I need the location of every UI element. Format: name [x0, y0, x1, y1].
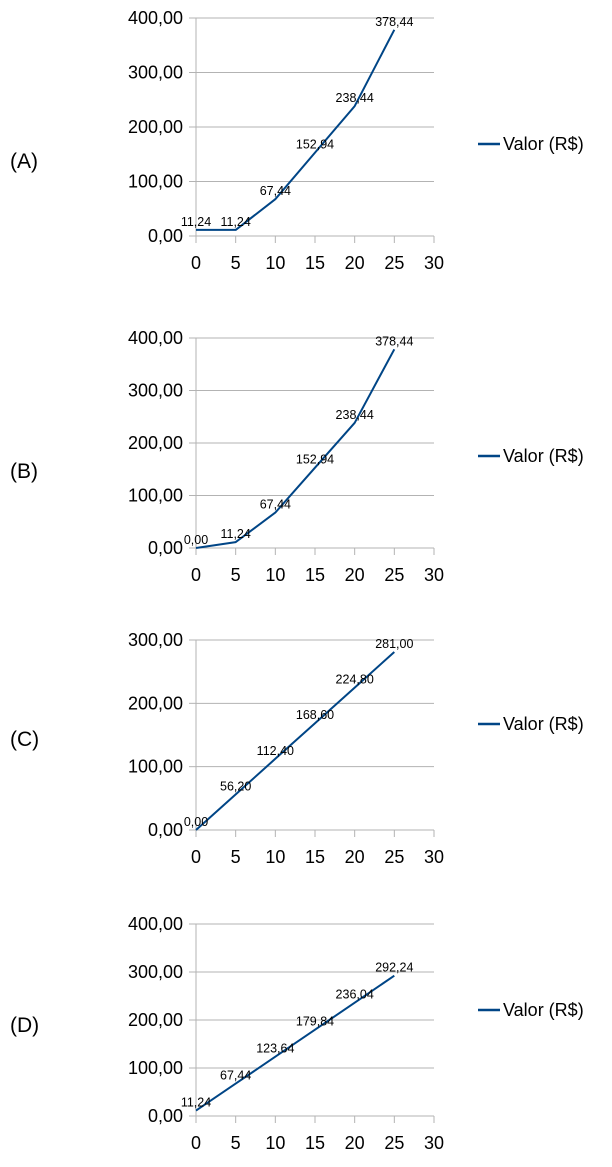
y-tick-label: 400,00: [128, 328, 183, 348]
series-line: [196, 29, 396, 231]
y-tick-label: 100,00: [128, 757, 183, 777]
x-tick-label: 30: [424, 253, 444, 273]
y-tick-label: 0,00: [148, 820, 183, 840]
y-tick-label: 100,00: [128, 486, 183, 506]
data-label: 224,80: [336, 673, 374, 687]
data-label: 236,04: [336, 988, 374, 1002]
x-tick-label: 30: [424, 1133, 444, 1153]
x-tick-label: 0: [191, 847, 201, 867]
data-label: 0,00: [184, 533, 208, 547]
x-tick-label: 0: [191, 253, 201, 273]
x-tick-label: 10: [265, 253, 285, 273]
y-tick-label: 200,00: [128, 117, 183, 137]
y-tick-label: 300,00: [128, 962, 183, 982]
y-tick-label: 400,00: [128, 8, 183, 28]
x-tick-label: 30: [424, 847, 444, 867]
option-label: (B): [10, 460, 38, 483]
x-tick-label: 20: [345, 253, 365, 273]
x-tick-label: 5: [231, 847, 241, 867]
data-label: 179,84: [296, 1015, 334, 1029]
x-tick-label: 30: [424, 565, 444, 585]
x-tick-label: 20: [345, 565, 365, 585]
data-label: 152,94: [296, 138, 334, 152]
x-tick-label: 15: [305, 1133, 325, 1153]
x-tick-label: 15: [305, 565, 325, 585]
data-label: 292,24: [375, 961, 413, 975]
y-tick-label: 100,00: [128, 172, 183, 192]
data-label: 123,64: [256, 1042, 294, 1056]
legend-entry: Valor (R$): [503, 134, 584, 154]
data-label: 152,94: [296, 453, 334, 467]
data-label: 11,24: [220, 215, 250, 229]
data-label: 11,24: [181, 1096, 211, 1110]
y-tick-label: 300,00: [128, 381, 183, 401]
series-line: [195, 651, 395, 831]
option-label: (A): [10, 150, 38, 173]
y-tick-label: 0,00: [148, 1106, 183, 1126]
data-label: 168,60: [296, 708, 334, 722]
x-tick-label: 20: [345, 847, 365, 867]
x-tick-label: 10: [265, 847, 285, 867]
x-tick-label: 5: [231, 253, 241, 273]
data-label: 0,00: [184, 815, 208, 829]
y-tick-label: 100,00: [128, 1058, 183, 1078]
y-tick-label: 0,00: [148, 226, 183, 246]
x-tick-label: 10: [265, 1133, 285, 1153]
y-tick-label: 200,00: [128, 433, 183, 453]
x-tick-label: 20: [345, 1133, 365, 1153]
x-tick-label: 5: [231, 565, 241, 585]
x-tick-label: 15: [305, 253, 325, 273]
data-label: 67,44: [260, 498, 291, 512]
x-tick-label: 0: [191, 565, 201, 585]
series-line: [195, 348, 396, 549]
x-tick-label: 0: [191, 1133, 201, 1153]
y-tick-label: 400,00: [128, 914, 183, 934]
data-label: 56,20: [220, 779, 251, 793]
data-label: 238,44: [336, 408, 374, 422]
x-tick-label: 25: [384, 847, 404, 867]
series-line: [195, 974, 395, 1112]
x-tick-label: 10: [265, 565, 285, 585]
legend-entry: Valor (R$): [503, 714, 584, 734]
data-label: 11,24: [181, 215, 211, 229]
y-tick-label: 200,00: [128, 693, 183, 713]
option-label: (C): [10, 728, 39, 751]
legend-entry: Valor (R$): [503, 1000, 584, 1020]
y-tick-label: 300,00: [128, 63, 183, 83]
x-tick-label: 25: [384, 1133, 404, 1153]
y-tick-label: 300,00: [128, 630, 183, 650]
legend-entry: Valor (R$): [503, 446, 584, 466]
data-label: 67,44: [220, 1069, 251, 1083]
y-tick-label: 0,00: [148, 538, 183, 558]
data-label: 67,44: [260, 184, 291, 198]
data-label: 112,40: [257, 744, 294, 758]
data-label: 238,44: [336, 91, 374, 105]
data-label: 378,44: [375, 334, 413, 348]
x-tick-label: 5: [231, 1133, 241, 1153]
data-label: 281,00: [375, 637, 413, 651]
x-tick-label: 15: [305, 847, 325, 867]
x-tick-label: 25: [384, 253, 404, 273]
data-label: 11,24: [220, 527, 250, 541]
x-tick-label: 25: [384, 565, 404, 585]
data-label: 378,44: [375, 15, 413, 29]
y-tick-label: 200,00: [128, 1010, 183, 1030]
option-label: (D): [10, 1014, 39, 1037]
